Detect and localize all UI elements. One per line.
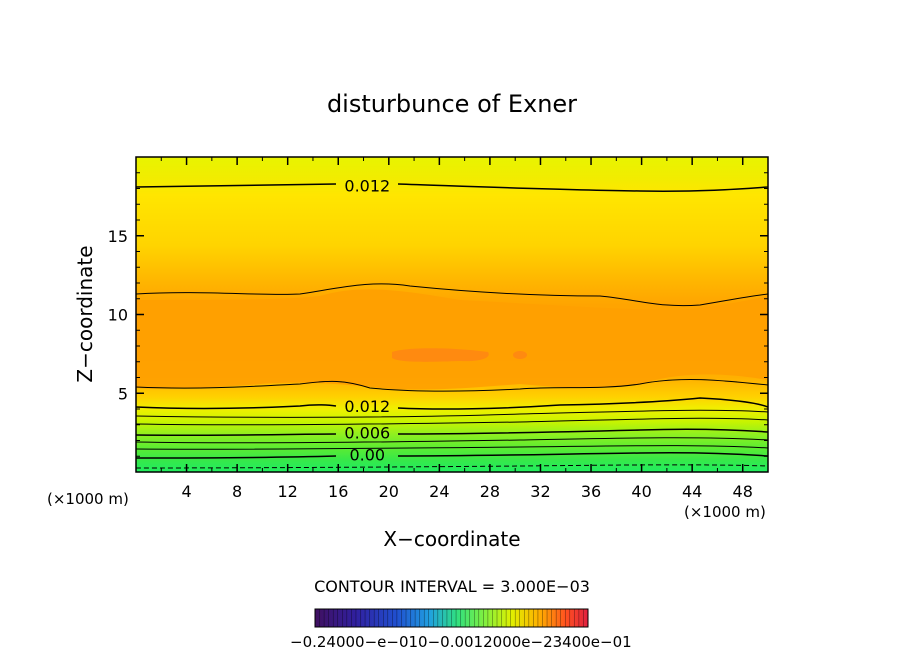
contour-line-upper-band (136, 283, 768, 307)
colorbar-ticks (319, 609, 584, 627)
x-unit-right: (×1000 m) (684, 503, 766, 521)
contour-line-mid-4 (136, 445, 768, 450)
dark-orange-spot (513, 351, 527, 359)
contour-line-lower-0.012 (136, 397, 768, 410)
x-tick-label-48: 48 (733, 482, 753, 501)
y-axis-ticks: 5 10 15 (108, 172, 768, 457)
contour-label-1: 0.012 (344, 397, 390, 416)
x-axis-ticks: 4 8 12 16 20 24 28 32 36 40 44 48 (160, 157, 753, 501)
x-tick-label-4: 4 (181, 482, 191, 501)
contour-line-0.006 (136, 428, 768, 437)
x-tick-label-44: 44 (682, 482, 702, 501)
x-tick-label-20: 20 (379, 482, 399, 501)
contour-label-0: 0.012 (344, 176, 390, 195)
dark-orange-patch (392, 348, 489, 362)
y-tick-label-15: 15 (108, 227, 128, 246)
contour-line-negative (136, 464, 768, 469)
contour-line-mid-2 (136, 417, 768, 426)
colorbar-labels: −0.24000−e−010−0.0012000e−23400e−01 (290, 633, 632, 651)
x-tick-label-16: 16 (328, 482, 348, 501)
contour-line-mid-1 (136, 409, 768, 418)
contour-line-0.00 (136, 451, 768, 459)
contour-label-3: 0.00 (349, 446, 385, 465)
x-unit-left: (×1000 m) (47, 490, 129, 508)
contour-interval-text: CONTOUR INTERVAL = 3.000E−03 (314, 577, 590, 596)
contour-labels: 0.012 0.012 0.006 0.00 (344, 176, 390, 464)
x-tick-label-36: 36 (581, 482, 601, 501)
contour-line-upper-0.012 (136, 183, 768, 192)
chart-title: disturbunce of Exner (327, 90, 577, 118)
x-tick-label-8: 8 (232, 482, 242, 501)
contour-line-lower-band (136, 378, 768, 392)
y-tick-label-10: 10 (108, 306, 128, 325)
x-tick-label-24: 24 (429, 482, 449, 501)
orange-core-region (136, 289, 768, 390)
contour-line-mid-3 (136, 437, 768, 444)
x-tick-label-40: 40 (631, 482, 651, 501)
contour-label-2: 0.006 (344, 424, 390, 443)
y-tick-label-5: 5 (118, 384, 128, 403)
y-axis-label: Z−coordinate (73, 245, 97, 382)
x-tick-label-12: 12 (278, 482, 298, 501)
x-tick-label-32: 32 (530, 482, 550, 501)
x-axis-label: X−coordinate (383, 527, 520, 551)
x-tick-label-28: 28 (480, 482, 500, 501)
